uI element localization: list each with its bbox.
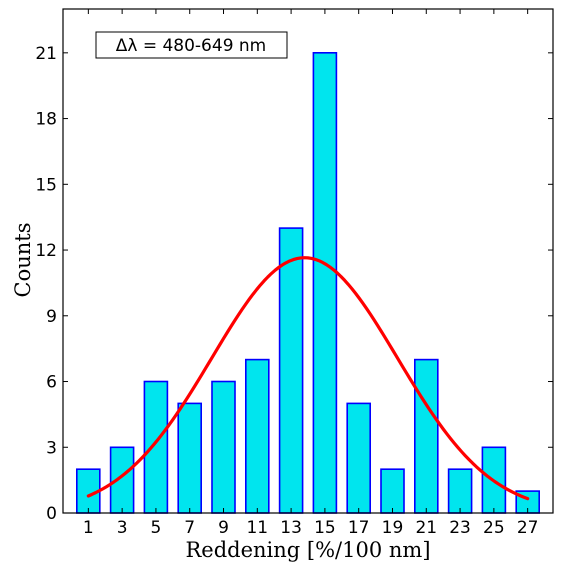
y-tick-label: 15 — [35, 175, 57, 195]
gaussian-fit — [86, 256, 530, 501]
bar-21 — [413, 358, 439, 514]
bar-23 — [447, 468, 473, 514]
y-tick-label: 6 — [46, 373, 57, 393]
annotation-frame — [95, 31, 288, 59]
y-axis-label: Counts — [11, 223, 35, 298]
bar-13 — [278, 227, 304, 514]
bar-11 — [245, 358, 270, 514]
x-tick-label: 7 — [184, 518, 195, 538]
bars — [76, 51, 541, 514]
x-tick-label: 5 — [151, 518, 162, 538]
bar-15 — [312, 51, 338, 514]
bar-7 — [177, 402, 202, 514]
y-tick-label: 9 — [46, 307, 57, 327]
x-tick-label: 11 — [246, 518, 268, 538]
plot-frame — [62, 8, 554, 514]
bar-5 — [143, 380, 169, 514]
x-tick-label: 1 — [83, 518, 94, 538]
bar-9 — [211, 380, 236, 514]
annotation-box: Δλ = 480-649 nm — [95, 31, 288, 59]
x-tick-label: 15 — [314, 518, 336, 538]
bar-19 — [380, 468, 405, 514]
x-tick-label: 27 — [517, 518, 539, 538]
annotation-text: Δλ = 480-649 nm — [116, 36, 267, 56]
y-tick-label: 21 — [35, 44, 57, 64]
y-tick-label: 12 — [35, 241, 57, 261]
x-tick-label: 17 — [348, 518, 370, 538]
y-tick-label: 18 — [35, 110, 57, 130]
x-tick-label: 9 — [218, 518, 229, 538]
x-axis-label: Reddening [%/100 nm] — [185, 538, 430, 562]
x-tick-label: 21 — [415, 518, 437, 538]
x-tick-label: 23 — [449, 518, 471, 538]
x-tick-label: 3 — [117, 518, 128, 538]
bar-17 — [346, 402, 372, 514]
x-tick-label: 19 — [382, 518, 404, 538]
y-tick-label: 3 — [46, 438, 57, 458]
y-tick-label: 0 — [46, 504, 57, 524]
x-tick-label: 25 — [483, 518, 505, 538]
x-tick-label: 13 — [280, 518, 302, 538]
fit-curve — [86, 256, 530, 501]
